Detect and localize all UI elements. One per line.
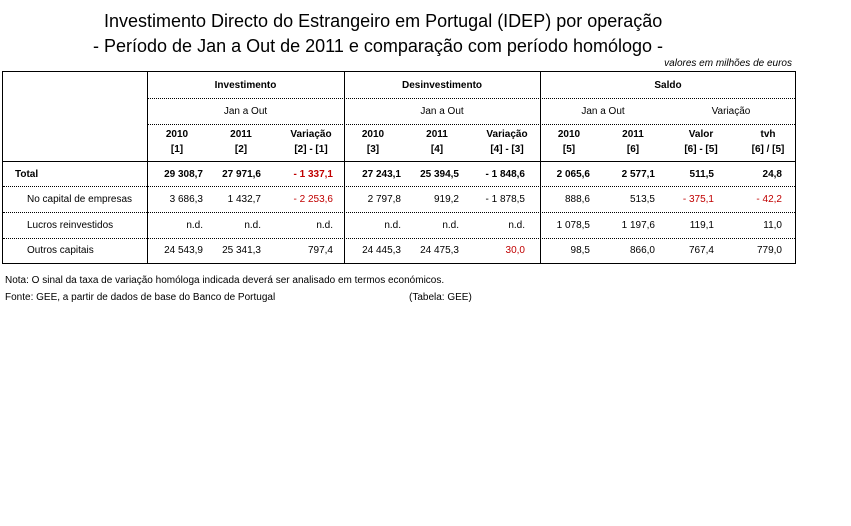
col-divider — [540, 72, 541, 263]
table-cell: 3 686,3 — [169, 194, 203, 205]
row-divider — [147, 124, 795, 125]
table-cell: 98,5 — [570, 245, 590, 256]
table-cell: 2 797,8 — [367, 194, 401, 205]
col-header-bottom: [2] — [234, 144, 248, 155]
table-cell: 24 445,3 — [362, 245, 401, 256]
table-cell: 919,2 — [433, 194, 459, 205]
row-divider — [147, 98, 795, 99]
source-text: Fonte: GEE, a partir de dados de base do… — [5, 292, 276, 303]
col-header-bottom: [6] — [626, 144, 640, 155]
table-cell: 29 308,7 — [164, 169, 203, 180]
table-cell: - 375,1 — [682, 194, 714, 205]
table-cell: n.d. — [508, 220, 525, 231]
table-cell: 24 475,3 — [420, 245, 459, 256]
table-cell: n.d. — [384, 220, 401, 231]
table-cell: 1 078,5 — [556, 220, 590, 231]
col-divider — [344, 72, 345, 263]
table-cell: - 42,2 — [756, 194, 782, 205]
table-cell: 1 197,6 — [621, 220, 655, 231]
period-saldo: Jan a Out — [581, 106, 625, 117]
col-header-top: tvh — [760, 129, 776, 140]
row-divider — [3, 186, 795, 187]
table-cell: - 2 253,6 — [293, 194, 333, 205]
col-header-top: 2011 — [230, 129, 252, 140]
table-cell: 2 065,6 — [556, 169, 590, 180]
table-cell: 2 577,1 — [621, 169, 655, 180]
col-header-top: Variação — [486, 129, 528, 140]
period-variacao: Variação — [711, 106, 751, 117]
row-divider — [3, 238, 795, 239]
col-header-top: 2011 — [426, 129, 448, 140]
row-label: No capital de empresas — [27, 194, 133, 205]
title-line-1: Investimento Directo do Estrangeiro em P… — [104, 11, 663, 31]
col-header-top: 2010 — [361, 129, 385, 140]
table-cell: 24 543,9 — [164, 245, 203, 256]
table-cell: n.d. — [316, 220, 333, 231]
table-cell: 797,4 — [307, 245, 333, 256]
col-header-bottom: [1] — [170, 144, 184, 155]
col-header-bottom: [4] — [430, 144, 444, 155]
col-header-top: 2011 — [622, 129, 644, 140]
col-header-bottom: [6] / [5] — [751, 144, 785, 155]
col-header-bottom: [6] - [5] — [684, 144, 718, 155]
title-line-2: - Período de Jan a Out de 2011 e compara… — [93, 36, 664, 56]
table-cell: 1 432,7 — [227, 194, 261, 205]
row-label: Total — [15, 169, 39, 180]
col-header-bottom: [3] — [366, 144, 380, 155]
header-saldo: Saldo — [654, 80, 682, 91]
note-text: Nota: O sinal da taxa de variação homólo… — [5, 275, 445, 286]
table-cell: 11,0 — [763, 220, 782, 231]
units-note: valores em milhões de euros — [664, 58, 792, 69]
header-bottom-line — [3, 161, 795, 162]
header-investimento: Investimento — [214, 80, 277, 91]
col-header-bottom: [2] - [1] — [294, 144, 328, 155]
table-cell: 866,0 — [629, 245, 655, 256]
table-credit: (Tabela: GEE) — [409, 292, 472, 303]
header-desinvestimento: Desinvestimento — [401, 80, 483, 91]
col-header-bottom: [4] - [3] — [490, 144, 524, 155]
data-table: Investimento Desinvestimento Saldo Jan a… — [2, 71, 796, 264]
table-cell: - 1 337,1 — [293, 169, 333, 180]
col-header-top: 2010 — [557, 129, 581, 140]
row-label: Lucros reinvestidos — [27, 220, 114, 231]
table-cell: n.d. — [244, 220, 261, 231]
table-cell: 511,5 — [689, 169, 714, 180]
col-divider — [147, 72, 148, 263]
table-cell: 30,0 — [505, 245, 525, 256]
col-header-top: 2010 — [165, 129, 189, 140]
table-cell: 767,4 — [688, 245, 714, 256]
period-desinvestimento: Jan a Out — [420, 106, 464, 117]
table-cell: 27 971,6 — [222, 169, 261, 180]
table-cell: 779,0 — [756, 245, 782, 256]
table-cell: 24,8 — [762, 169, 782, 180]
table-cell: n.d. — [442, 220, 459, 231]
table-cell: 25 394,5 — [420, 169, 459, 180]
table-cell: 513,5 — [629, 194, 655, 205]
table-cell: 27 243,1 — [362, 169, 401, 180]
row-divider — [3, 212, 795, 213]
col-header-top: Variação — [290, 129, 332, 140]
col-header-bottom: [5] — [562, 144, 576, 155]
table-cell: 119,1 — [689, 220, 714, 231]
table-cell: - 1 848,6 — [485, 169, 525, 180]
table-cell: 888,6 — [564, 194, 590, 205]
row-label: Outros capitais — [27, 245, 94, 256]
table-cell: - 1 878,5 — [485, 194, 525, 205]
table-cell: n.d. — [186, 220, 203, 231]
col-header-top: Valor — [688, 129, 714, 140]
table-cell: 25 341,3 — [222, 245, 261, 256]
period-investimento: Jan a Out — [223, 106, 268, 117]
